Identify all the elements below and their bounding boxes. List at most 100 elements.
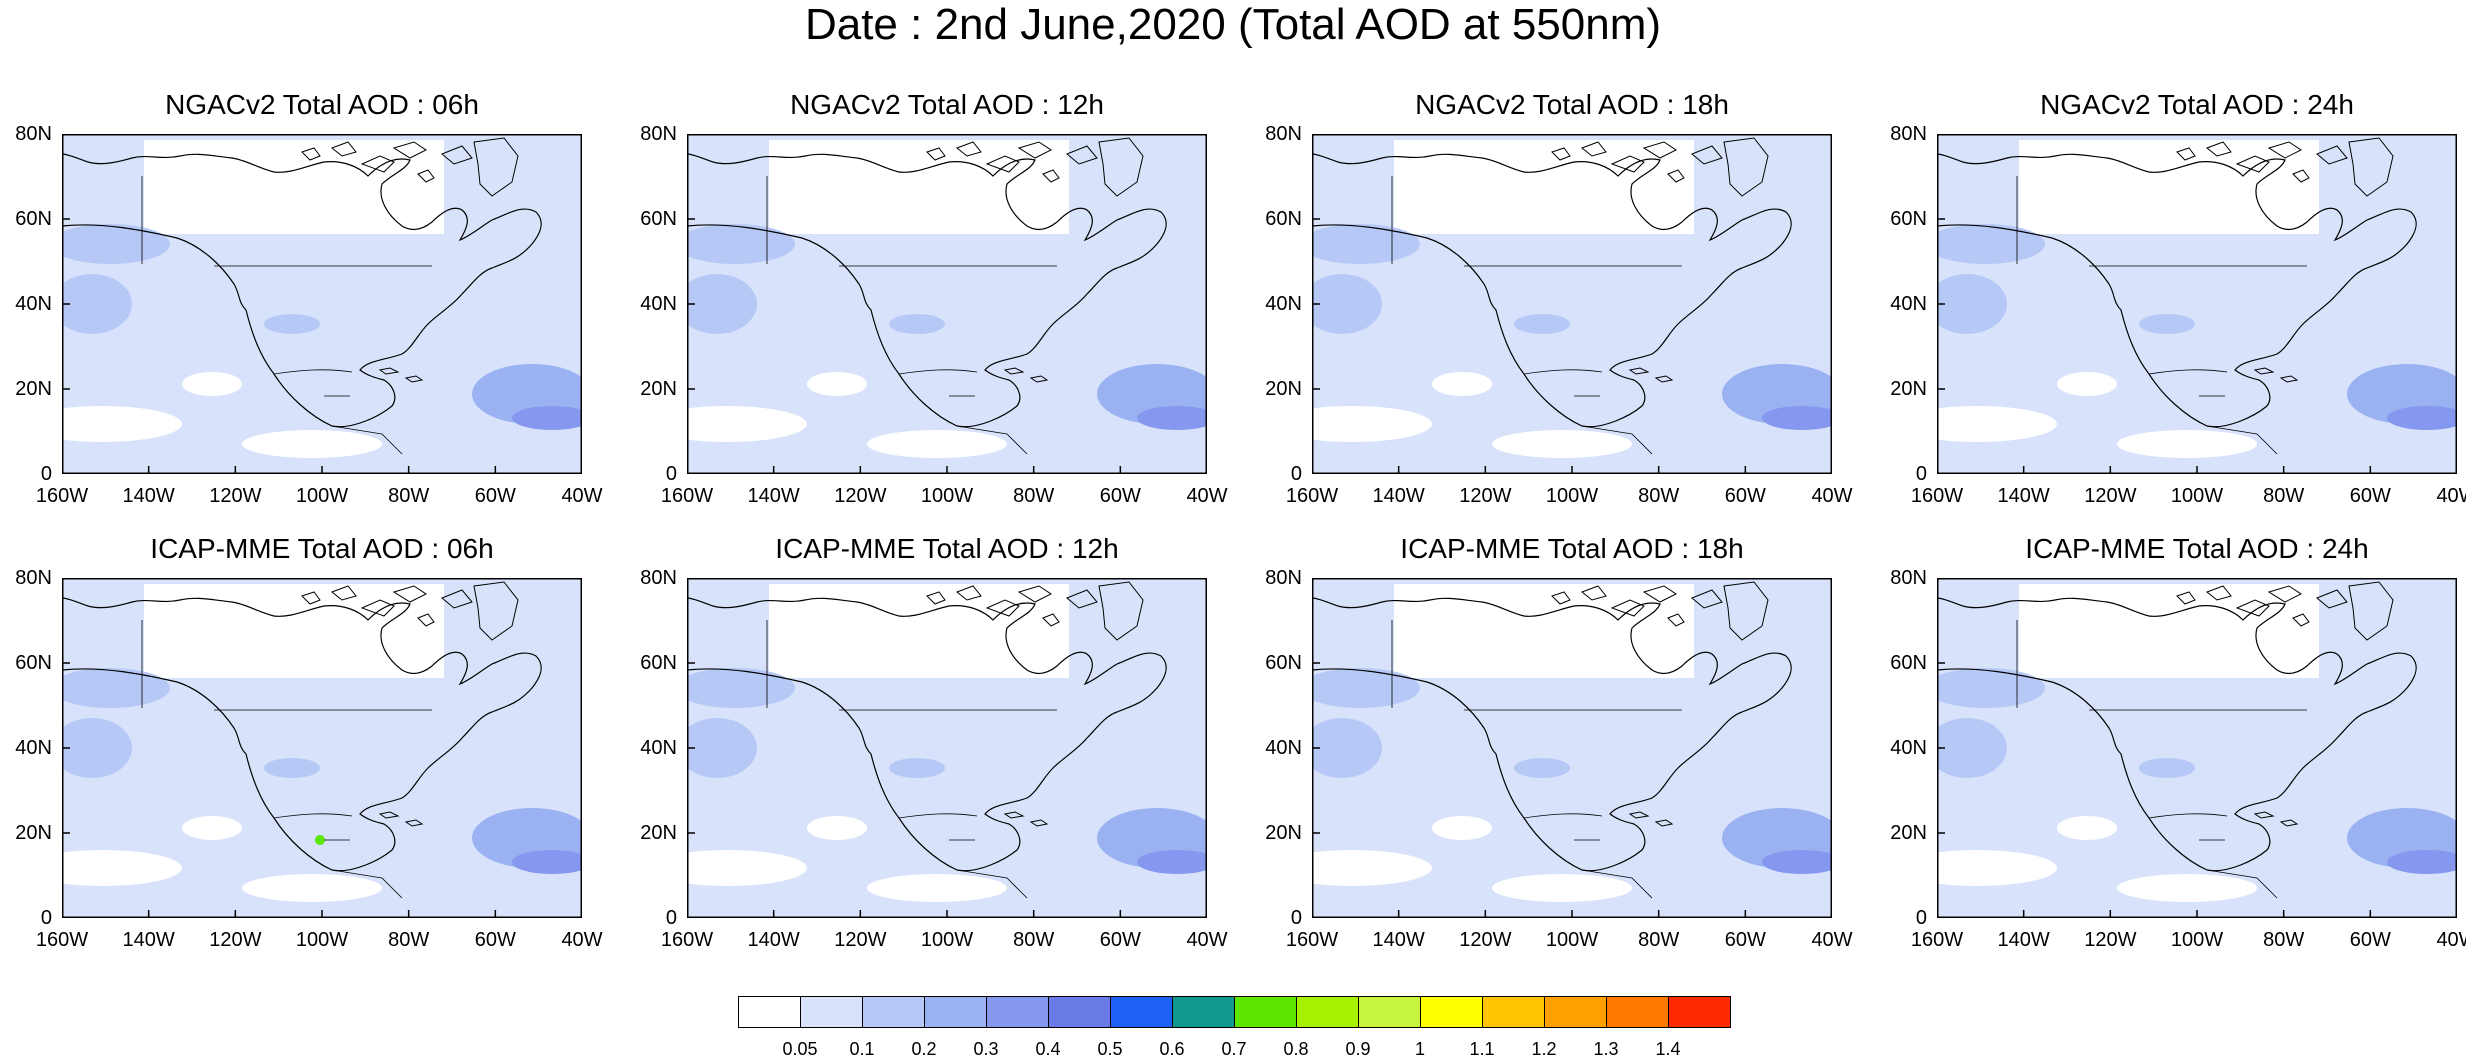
aod-hotspot [315, 835, 325, 845]
latitude-label: 0 [1915, 907, 1927, 929]
low-aod-region [62, 850, 182, 886]
latitude-label: 40N [15, 293, 52, 315]
panel-title: ICAP-MME Total AOD : 12h [775, 533, 1119, 564]
island-outline [1628, 367, 1650, 375]
low-aod-region [807, 372, 867, 396]
island-outline [926, 147, 946, 161]
coastline [1937, 153, 2417, 428]
latitude-label: 40N [640, 737, 677, 759]
island-outline [2316, 145, 2348, 165]
aod-map [687, 134, 1207, 474]
panel-title: ICAP-MME Total AOD : 18h [1400, 533, 1744, 564]
low-aod-region [687, 406, 807, 442]
latitude-label: 20N [640, 378, 677, 400]
high-aod-region [1137, 406, 1207, 430]
colorbar-label: 0.2 [911, 1039, 937, 1059]
island-outline [2348, 581, 2394, 641]
moderate-aod-region [62, 274, 132, 334]
map-area [1937, 134, 2457, 474]
colorbar-label: 1.4 [1655, 1039, 1681, 1059]
colorbar-swatch [1172, 996, 1235, 1028]
longitude-label: 100W [920, 485, 974, 507]
longitude-label: 160W [660, 929, 714, 951]
island-outline [2176, 591, 2196, 605]
moderate-aod-region [1312, 718, 1382, 778]
latitude-label: 20N [15, 378, 52, 400]
moderate-aod-region [1937, 718, 2007, 778]
longitude-label: 160W [1910, 929, 1964, 951]
island-outline [2206, 585, 2232, 601]
longitude-label: 40W [561, 929, 603, 951]
longitude-label: 40W [561, 485, 603, 507]
colorbar-label: 0.1 [849, 1039, 875, 1059]
longitude-label: 60W [1099, 485, 1141, 507]
longitude-label: 80W [1638, 485, 1680, 507]
colorbar-swatch [1110, 996, 1173, 1028]
latitude-label: 80N [640, 123, 677, 145]
latitude-label: 60N [15, 208, 52, 230]
colorbar-swatch [986, 996, 1049, 1028]
latitude-label: 80N [1890, 123, 1927, 145]
moderate-aod-region [2139, 758, 2195, 778]
latitude-label: 80N [15, 567, 52, 589]
latitude-label: 60N [1265, 208, 1302, 230]
longitude-label: 160W [1910, 485, 1964, 507]
high-aod-region [2387, 850, 2457, 874]
longitude-label: 140W [747, 929, 800, 951]
island-outline [417, 169, 435, 183]
island-outline [404, 819, 424, 827]
island-outline [301, 591, 321, 605]
island-outline [1042, 613, 1060, 627]
map-area [687, 134, 1207, 474]
longitude-label: 140W [1997, 485, 2050, 507]
aod-map [1937, 578, 2457, 918]
longitude-label: 60W [2349, 929, 2391, 951]
colorbar-label: 0.3 [973, 1039, 999, 1059]
map-panel: NGACv2 Total AOD : 24h 80N 60N 40N 20N 0 160W 1… [1890, 89, 2466, 506]
colorbar-swatch [1668, 996, 1731, 1028]
latitude-label: 0 [1290, 463, 1302, 485]
longitude-label: 160W [35, 929, 89, 951]
latitude-label: 80N [15, 123, 52, 145]
colorbar-swatch [738, 996, 801, 1028]
moderate-aod-region [687, 274, 757, 334]
colorbar-label: 0.4 [1035, 1039, 1061, 1059]
island-outline [1691, 145, 1723, 165]
latitude-label: 20N [1890, 378, 1927, 400]
longitude-label: 140W [1372, 929, 1425, 951]
map-panel: ICAP-MME Total AOD : 24h 80N 60N 40N 20N 0 160… [1890, 533, 2466, 950]
island-outline [1642, 585, 1677, 603]
longitude-label: 60W [1099, 929, 1141, 951]
latitude-label: 60N [640, 652, 677, 674]
island-outline [1610, 155, 1645, 173]
country-borders [766, 176, 1057, 455]
colorbar-swatch [1358, 996, 1421, 1028]
moderate-aod-region [1514, 314, 1570, 334]
longitude-label: 40W [2436, 485, 2466, 507]
moderate-aod-region [889, 758, 945, 778]
low-aod-region [2117, 430, 2257, 458]
colorbar-swatch [1544, 996, 1607, 1028]
latitude-label: 20N [1890, 822, 1927, 844]
moderate-aod-region [889, 314, 945, 334]
island-outline [956, 141, 982, 157]
longitude-label: 60W [2349, 485, 2391, 507]
island-outline [1042, 169, 1060, 183]
panel-title: NGACv2 Total AOD : 12h [790, 89, 1104, 120]
island-outline [392, 141, 427, 159]
island-outline [926, 591, 946, 605]
map-area [62, 134, 582, 474]
aod-map [62, 578, 582, 918]
low-aod-region [242, 874, 382, 902]
high-aod-region [512, 406, 582, 430]
island-outline [1551, 591, 1571, 605]
map-panel: ICAP-MME Total AOD : 06h 80N 60N 40N 20N 0 160… [15, 533, 602, 950]
country-borders [1391, 620, 1682, 899]
high-aod-region [1762, 406, 1832, 430]
latitude-label: 60N [1265, 652, 1302, 674]
latitude-label: 0 [665, 463, 677, 485]
country-borders [1391, 176, 1682, 455]
low-aod-region [182, 816, 242, 840]
colorbar-swatch [924, 996, 987, 1028]
latitude-label: 40N [15, 737, 52, 759]
